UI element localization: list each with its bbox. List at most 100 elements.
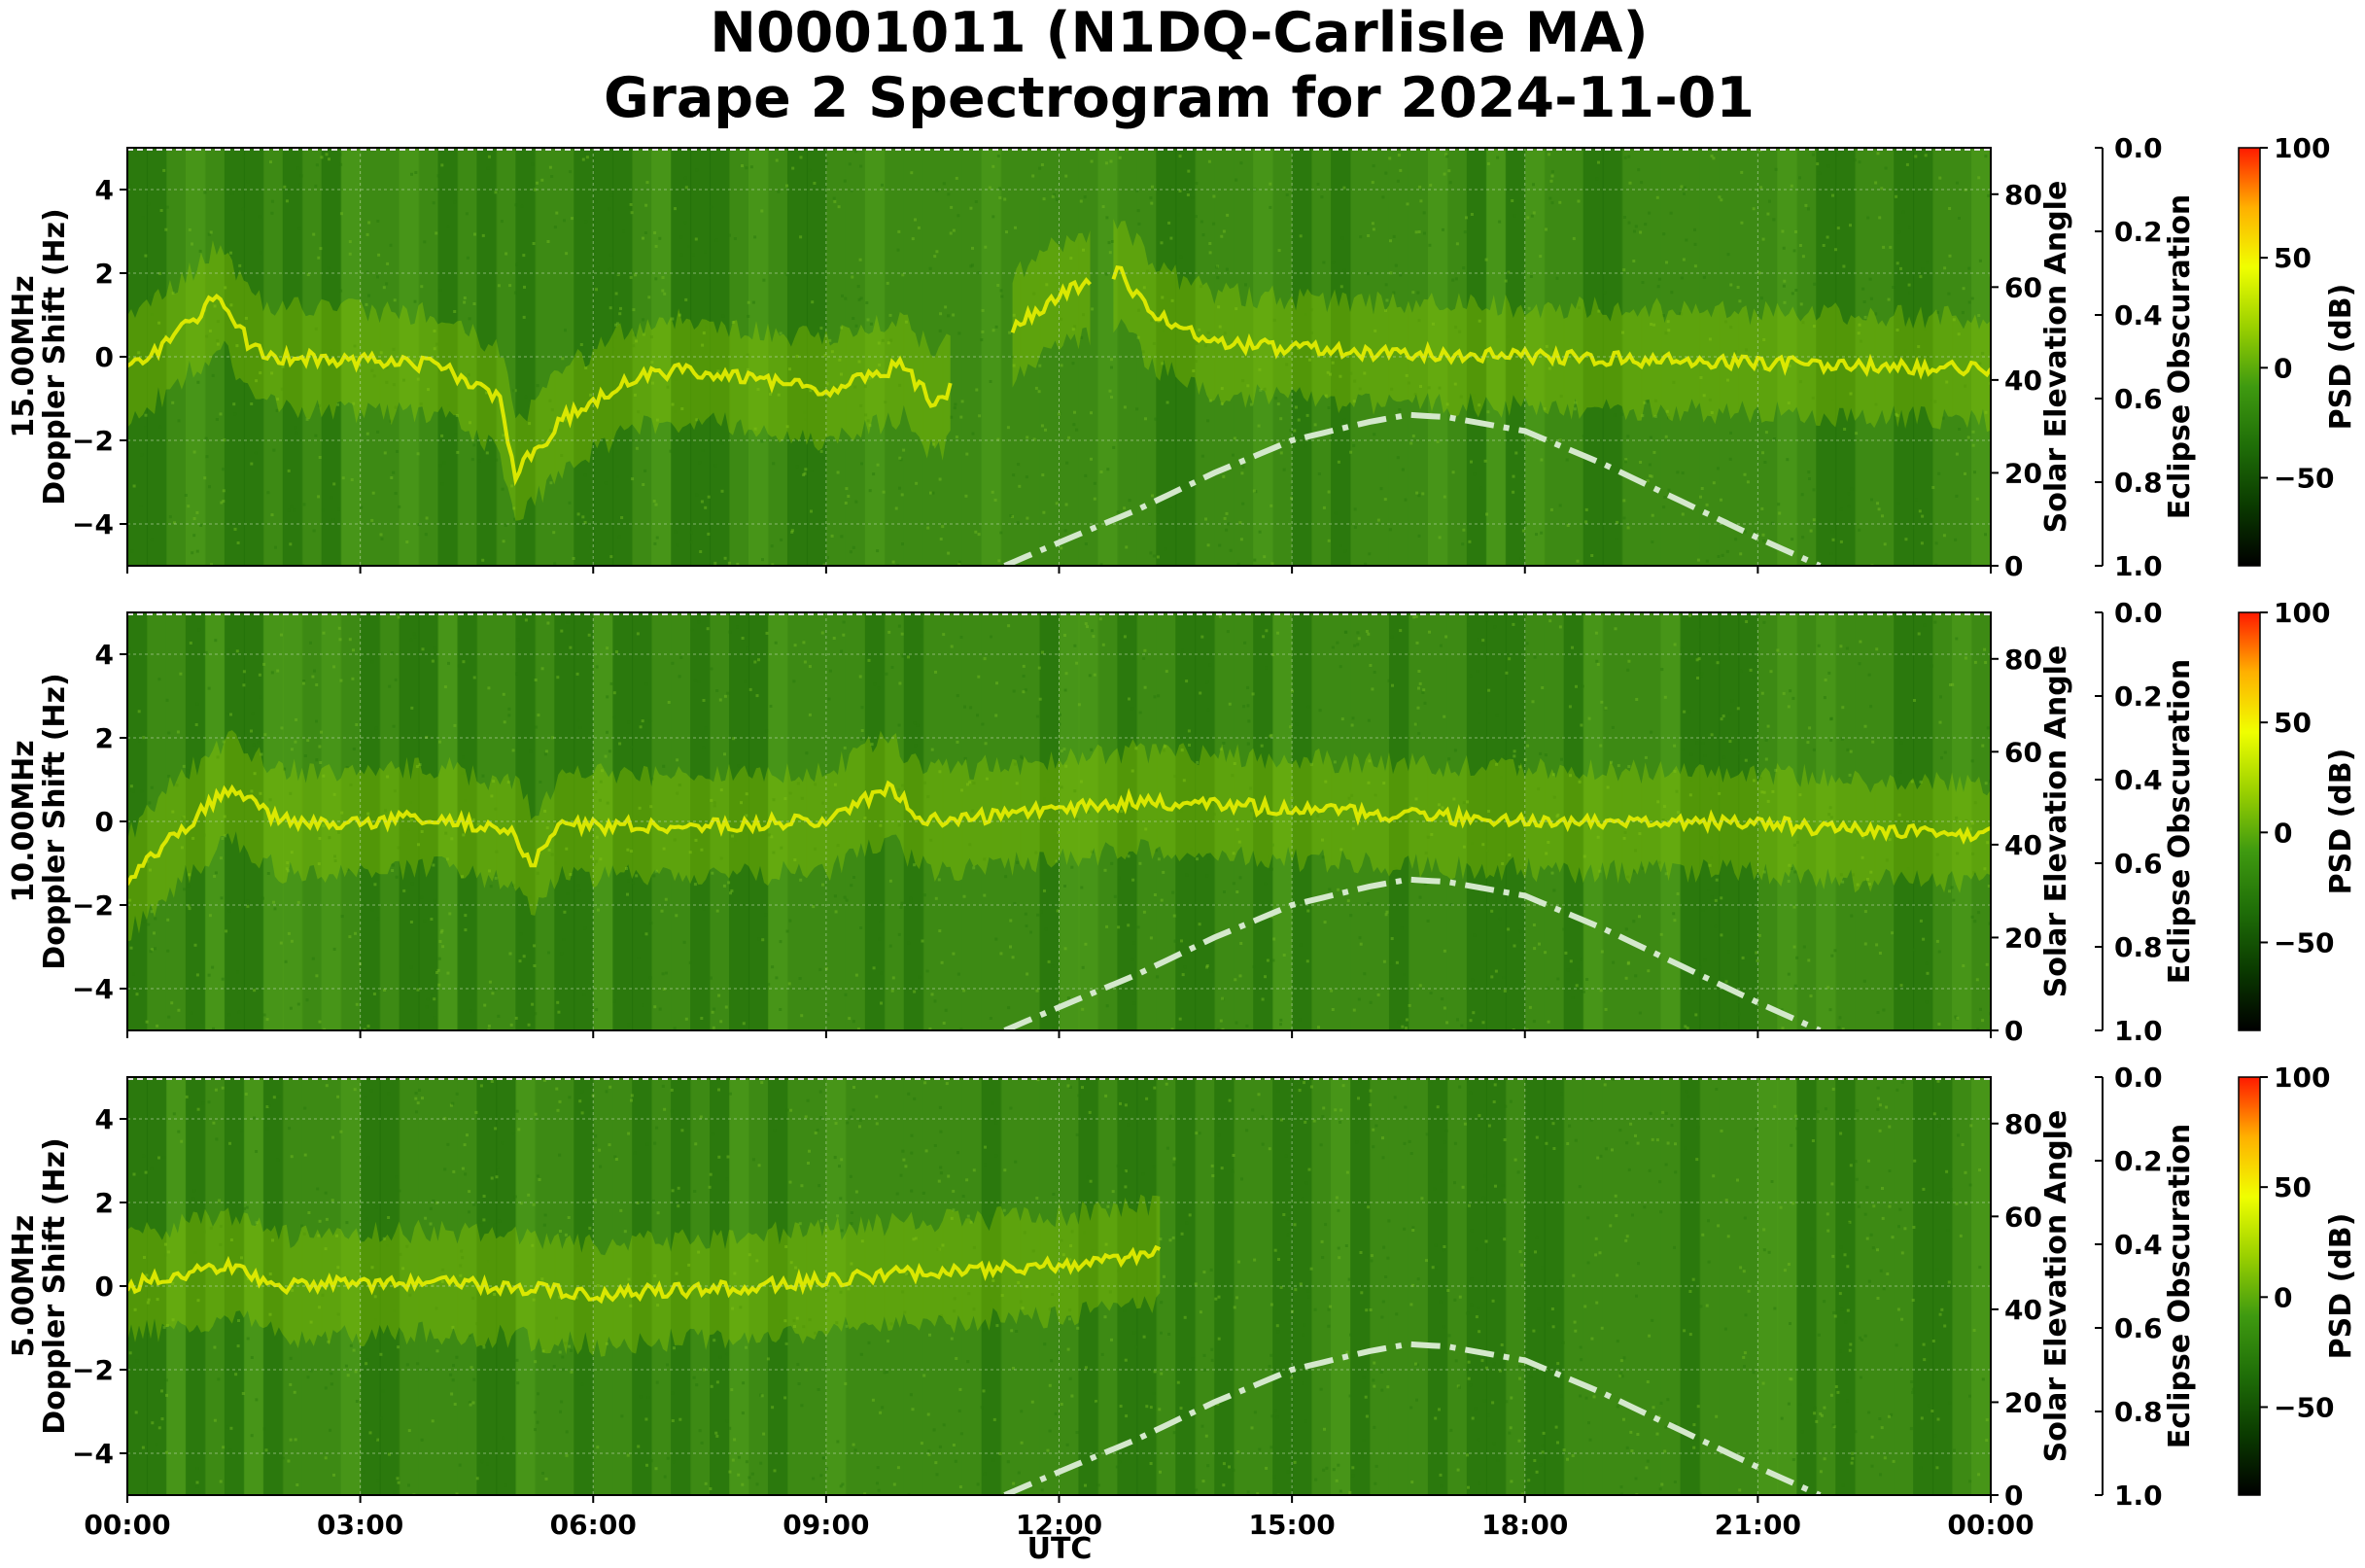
- solar-axis-label: Solar Elevation Angle: [2039, 645, 2073, 998]
- figure-title-line-2: Grape 2 Spectrogram for 2024-11-01: [604, 66, 1755, 130]
- eclipse-tick-label: 0.2: [2114, 216, 2163, 248]
- solar-elevation-curve-2: [1003, 1341, 1822, 1495]
- solar-tick-label: 20: [2004, 457, 2042, 489]
- solar-tick-label: 40: [2004, 829, 2042, 861]
- signal-spread-0-2: [1113, 219, 1991, 433]
- colorbar-tick-label: 50: [2274, 707, 2312, 739]
- colorbar-tick-label: 100: [2274, 132, 2330, 164]
- colorbar-tick-label: 0: [2274, 352, 2292, 384]
- doppler-trace-0-2: [1111, 264, 1991, 380]
- x-tick-label: 06:00: [550, 1509, 637, 1541]
- colorbar-label: PSD (dB): [2324, 1213, 2358, 1360]
- x-tick-label: 03:00: [317, 1509, 403, 1541]
- eclipse-tick-label: 0.8: [2114, 467, 2163, 499]
- solar-axis-label: Solar Elevation Angle: [2039, 181, 2073, 534]
- colorbar-tick-label: −50: [2274, 926, 2334, 958]
- solar-tick-label: 0: [2004, 1015, 2023, 1047]
- doppler-axis-label: Doppler Shift (Hz): [38, 1137, 72, 1434]
- solar-tick-label: 40: [2004, 1294, 2042, 1326]
- doppler-axis-label: Doppler Shift (Hz): [38, 208, 72, 505]
- eclipse-tick-label: 0.0: [2114, 1062, 2163, 1094]
- colorbar-tick-label: −50: [2274, 1391, 2334, 1423]
- doppler-trace-0-0: [127, 294, 953, 487]
- doppler-trace-0-1: [1010, 277, 1092, 333]
- eclipse-tick-label: 0.6: [2114, 848, 2163, 880]
- eclipse-tick-label: 0.4: [2114, 1229, 2163, 1261]
- x-tick-label: 00:00: [1947, 1509, 2034, 1541]
- doppler-tick-label: −4: [72, 973, 114, 1005]
- colorbar: [2238, 611, 2261, 1031]
- doppler-trace-2-0: [127, 1244, 1162, 1305]
- solar-tick-label: 60: [2004, 271, 2042, 303]
- solar-tick-label: 0: [2004, 1480, 2023, 1512]
- colorbar-tick-label: 0: [2274, 1281, 2292, 1313]
- eclipse-tick-label: 0.2: [2114, 1145, 2163, 1177]
- signal-spread-0-1: [1012, 230, 1091, 388]
- eclipse-tick-label: 1.0: [2114, 1015, 2163, 1047]
- colorbar-label: PSD (dB): [2324, 749, 2358, 895]
- doppler-tick-label: −2: [72, 425, 114, 457]
- doppler-tick-label: 4: [95, 639, 114, 671]
- doppler-tick-label: 4: [95, 1103, 114, 1135]
- x-tick-label: 21:00: [1715, 1509, 1801, 1541]
- x-tick-label: 18:00: [1481, 1509, 1568, 1541]
- solar-tick-label: 40: [2004, 365, 2042, 397]
- spectrogram-image: [127, 148, 1991, 566]
- solar-elevation-curve-0: [1003, 411, 1822, 566]
- eclipse-tick-label: 0.0: [2114, 597, 2163, 629]
- doppler-tick-label: 0: [95, 1271, 114, 1303]
- eclipse-tick-label: 1.0: [2114, 550, 2163, 582]
- solar-elevation-curve-1: [1003, 876, 1822, 1030]
- doppler-tick-label: 4: [95, 174, 114, 206]
- colorbar: [2238, 147, 2261, 567]
- x-tick-label: 09:00: [783, 1509, 869, 1541]
- solar-tick-label: 60: [2004, 736, 2042, 768]
- solar-tick-label: 20: [2004, 1386, 2042, 1418]
- doppler-tick-label: 2: [95, 1187, 114, 1219]
- eclipse-axis-label: Eclipse Obscuration: [2163, 1124, 2197, 1449]
- eclipse-axis-label: Eclipse Obscuration: [2163, 194, 2197, 520]
- spectrogram-image: [127, 612, 1991, 1030]
- doppler-tick-label: −4: [72, 508, 114, 540]
- x-tick-label: 15:00: [1249, 1509, 1336, 1541]
- eclipse-tick-label: 0.2: [2114, 680, 2163, 713]
- eclipse-tick-label: 0.8: [2114, 931, 2163, 963]
- solar-tick-label: 80: [2004, 644, 2042, 676]
- doppler-tick-label: 2: [95, 722, 114, 754]
- doppler-axis-label: Doppler Shift (Hz): [38, 673, 72, 969]
- solar-axis-label: Solar Elevation Angle: [2039, 1110, 2073, 1463]
- doppler-tick-label: −4: [72, 1438, 114, 1470]
- panel-frequency-label: 5.00MHz: [7, 1215, 41, 1357]
- colorbar-label: PSD (dB): [2324, 284, 2358, 431]
- solar-tick-label: 80: [2004, 1108, 2042, 1140]
- doppler-tick-label: −2: [72, 1354, 114, 1386]
- solar-tick-label: 0: [2004, 550, 2023, 582]
- eclipse-tick-label: 1.0: [2114, 1480, 2163, 1512]
- spectrogram-image: [127, 1077, 1991, 1495]
- colorbar-tick-label: 50: [2274, 1171, 2312, 1203]
- colorbar-tick-label: 100: [2274, 597, 2330, 629]
- eclipse-tick-label: 0.8: [2114, 1396, 2163, 1428]
- eclipse-tick-label: 0.6: [2114, 383, 2163, 415]
- x-tick-label: 12:00: [1016, 1509, 1102, 1541]
- eclipse-tick-label: 0.4: [2114, 299, 2163, 331]
- eclipse-tick-label: 0.0: [2114, 132, 2163, 164]
- eclipse-axis-label: Eclipse Obscuration: [2163, 659, 2197, 985]
- colorbar-tick-label: 0: [2274, 817, 2292, 849]
- colorbar-tick-label: 50: [2274, 242, 2312, 274]
- signal-spread-0-0: [127, 240, 951, 521]
- doppler-tick-label: −2: [72, 889, 114, 922]
- solar-tick-label: 60: [2004, 1201, 2042, 1233]
- eclipse-tick-label: 0.4: [2114, 764, 2163, 796]
- panel-frequency-label: 15.00MHz: [7, 275, 41, 437]
- colorbar: [2238, 1076, 2261, 1496]
- doppler-tick-label: 0: [95, 806, 114, 838]
- eclipse-tick-label: 0.6: [2114, 1312, 2163, 1344]
- colorbar-tick-label: 100: [2274, 1062, 2330, 1094]
- doppler-tick-label: 2: [95, 258, 114, 290]
- colorbar-tick-label: −50: [2274, 462, 2334, 494]
